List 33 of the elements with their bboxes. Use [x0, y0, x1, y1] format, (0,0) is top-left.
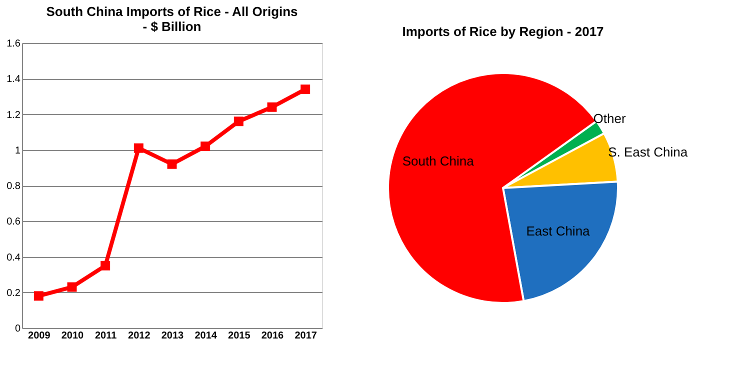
- y-tick-label: 0.4: [6, 252, 21, 264]
- y-tick-label: 0.2: [6, 288, 21, 299]
- y-tick-label: 1: [14, 145, 21, 156]
- y-tick-label: 1.4: [6, 74, 21, 86]
- y-tick-label: 1.6: [6, 38, 21, 50]
- point: [167, 159, 177, 169]
- slice-label: East China: [526, 223, 591, 238]
- point: [67, 282, 77, 292]
- point: [100, 260, 110, 270]
- x-tick-label: 2017: [294, 330, 318, 342]
- y-tick-label: 0.6: [6, 216, 21, 228]
- point: [34, 291, 44, 301]
- x-tick-label: 2012: [128, 330, 151, 342]
- point: [300, 84, 310, 94]
- y-tick-label: 0.8: [6, 181, 21, 192]
- text: South China Imports of Rice - All Origins: [46, 4, 298, 19]
- chart-title: Imports of Rice by Region - 2017: [402, 24, 604, 39]
- y-tick-label: 0: [14, 324, 21, 334]
- x-tick-label: 2016: [261, 330, 284, 342]
- x-tick-label: 2011: [94, 330, 118, 342]
- x-tick-label: 2010: [61, 330, 84, 342]
- x-tick-label: 2014: [194, 330, 218, 342]
- point: [267, 102, 277, 112]
- point: [200, 142, 210, 152]
- y-tick-label: 1.2: [6, 110, 21, 121]
- x-tick-label: 2013: [161, 330, 184, 342]
- point: [234, 116, 244, 126]
- x-tick-label: 2015: [228, 330, 251, 342]
- x-tick-label: 2009: [28, 330, 51, 342]
- point: [134, 143, 144, 153]
- text: - $ Billion: [142, 19, 202, 34]
- slice-label: South China: [402, 154, 475, 169]
- slice-label: Other: [593, 111, 626, 126]
